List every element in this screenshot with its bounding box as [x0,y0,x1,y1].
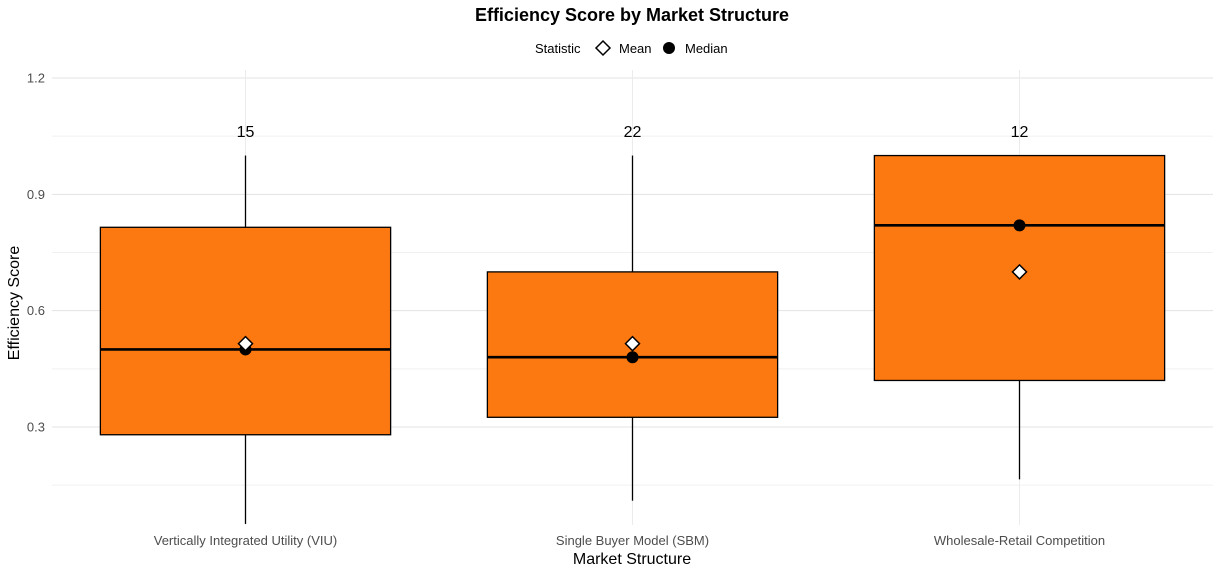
count-label: 12 [1011,124,1029,141]
x-tick-label: Vertically Integrated Utility (VIU) [154,533,338,548]
x-tick-labels: Vertically Integrated Utility (VIU) Singl… [154,533,1105,548]
chart-title: Efficiency Score by Market Structure [475,5,789,25]
boxplot: 15 [99,124,392,524]
boxplot: 12 [873,124,1166,480]
legend-title: Statistic [535,41,581,56]
x-tick-label: Single Buyer Model (SBM) [556,533,709,548]
boxplot: 22 [486,124,779,501]
y-axis-title: Efficiency Score [6,246,23,361]
legend-mean-marker [594,39,612,57]
x-tick-label: Wholesale-Retail Competition [934,533,1105,548]
mean-point [1011,263,1028,280]
box [99,226,392,436]
median-point [1013,219,1026,232]
y-tick-label: 0.9 [27,187,45,202]
legend-mean-label: Mean [619,41,652,56]
legend: Statistic Mean Median [535,39,728,57]
mean-point [624,335,641,352]
y-tick-label: 0.3 [27,420,45,435]
mean-point [237,335,254,352]
boxplots: 15 22 12 [99,124,1166,524]
legend-median-marker [663,42,675,54]
y-tick-label: 0.6 [27,303,45,318]
count-label: 22 [624,124,642,141]
count-label: 15 [237,124,255,141]
legend-median-label: Median [685,41,728,56]
y-tick-labels: 0.3 0.6 0.9 1.2 [27,71,45,435]
y-tick-label: 1.2 [27,71,45,86]
x-axis-title: Market Structure [573,551,691,568]
median-point [626,351,639,364]
